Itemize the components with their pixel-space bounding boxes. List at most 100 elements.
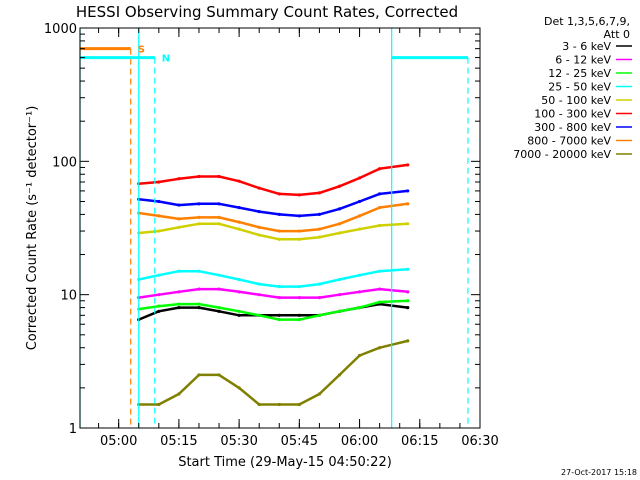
- data-point: [197, 174, 201, 179]
- data-point: [297, 318, 301, 322]
- data-point: [237, 313, 241, 317]
- data-point: [237, 290, 241, 294]
- data-point: [406, 222, 410, 226]
- data-point: [157, 304, 161, 308]
- data-point: [257, 186, 261, 190]
- data-point: [237, 386, 241, 390]
- data-point: [406, 267, 410, 271]
- legend-label: 50 - 100 keV: [541, 94, 611, 107]
- data-point: [406, 163, 410, 167]
- x-axis-label: Start Time (29-May-15 04:50:22): [178, 455, 392, 470]
- legend-label: 6 - 12 keV: [555, 54, 611, 67]
- data-point: [157, 273, 161, 277]
- data-point: [177, 305, 181, 310]
- data-point: [357, 227, 362, 231]
- data-point: [197, 305, 201, 310]
- data-point: [157, 180, 161, 184]
- data-point: [297, 229, 301, 233]
- data-point: [197, 287, 201, 291]
- data-point: [157, 199, 161, 204]
- data-point: [237, 205, 241, 210]
- data-point: [357, 305, 362, 310]
- legend-header-line-1: Det 1,3,5,6,7,9,: [544, 15, 630, 28]
- data-point: [317, 296, 322, 300]
- legend-label: 3 - 6 keV: [562, 40, 611, 53]
- data-point: [357, 353, 362, 358]
- data-point: [237, 277, 241, 282]
- chart-title: HESSI Observing Summary Count Rates, Cor…: [76, 3, 458, 21]
- data-point: [177, 217, 181, 221]
- data-point: [157, 402, 161, 407]
- data-point: [378, 167, 382, 171]
- data-point: [257, 313, 261, 317]
- data-point: [257, 293, 261, 297]
- data-point: [217, 305, 221, 310]
- data-point: [277, 318, 281, 322]
- plot-timestamp: 27-Oct-2017 15:18: [561, 468, 637, 477]
- data-point: [378, 223, 382, 228]
- data-point: [277, 284, 281, 289]
- data-point: [357, 290, 362, 294]
- series-line: [138, 202, 408, 233]
- plot-frame: [79, 27, 481, 429]
- data-point: [157, 293, 161, 297]
- data-point: [406, 202, 410, 206]
- data-point: [177, 392, 181, 396]
- data-point: [277, 296, 281, 300]
- data-point: [277, 237, 281, 241]
- legend-header-line-2: Att 0: [604, 28, 630, 41]
- data-point: [177, 290, 181, 294]
- data-point: [277, 192, 281, 196]
- data-point: [317, 191, 322, 195]
- data-point: [297, 296, 301, 300]
- data-point: [378, 287, 382, 291]
- data-point: [237, 227, 241, 231]
- y-tick-label: 10: [60, 289, 77, 304]
- data-point: [217, 174, 221, 179]
- x-tick-label: 06:15: [401, 434, 438, 449]
- data-point: [297, 402, 301, 407]
- data-point: [257, 402, 261, 407]
- x-tick-label: 05:30: [220, 434, 257, 449]
- data-point: [357, 199, 362, 204]
- data-point: [237, 179, 241, 183]
- legend-label: 12 - 25 keV: [548, 67, 611, 80]
- data-point: [297, 193, 301, 197]
- series-line: [138, 339, 408, 406]
- data-point: [217, 273, 221, 277]
- data-point: [378, 269, 382, 273]
- data-point: [177, 302, 181, 306]
- data-point: [337, 184, 342, 188]
- data-point: [217, 202, 221, 206]
- data-point: [337, 309, 342, 313]
- data-point: [197, 373, 201, 377]
- data-point: [217, 215, 221, 219]
- data-point: [277, 402, 281, 407]
- data-point: [337, 373, 342, 377]
- legend-label: 25 - 50 keV: [548, 81, 611, 94]
- y-tick-label: 1000: [44, 22, 77, 37]
- legend-label: 7000 - 20000 keV: [513, 148, 611, 161]
- data-point: [378, 205, 382, 210]
- data-point: [157, 309, 161, 313]
- series-layer: [137, 163, 410, 407]
- data-point: [337, 222, 342, 226]
- data-point: [237, 309, 241, 313]
- data-point: [378, 346, 382, 350]
- data-point: [317, 212, 322, 216]
- data-point: [297, 214, 301, 218]
- series-line: [138, 299, 408, 321]
- data-point: [257, 209, 261, 214]
- data-point: [317, 227, 322, 231]
- y-tick-label: 100: [52, 155, 77, 170]
- data-point: [177, 225, 181, 229]
- data-point: [177, 203, 181, 207]
- data-point: [257, 282, 261, 286]
- x-tick-label: 05:00: [100, 434, 137, 449]
- data-point: [197, 302, 201, 306]
- data-point: [317, 392, 322, 396]
- flag-label: N: [162, 54, 170, 65]
- data-point: [357, 273, 362, 277]
- x-tick-label: 06:30: [461, 434, 498, 449]
